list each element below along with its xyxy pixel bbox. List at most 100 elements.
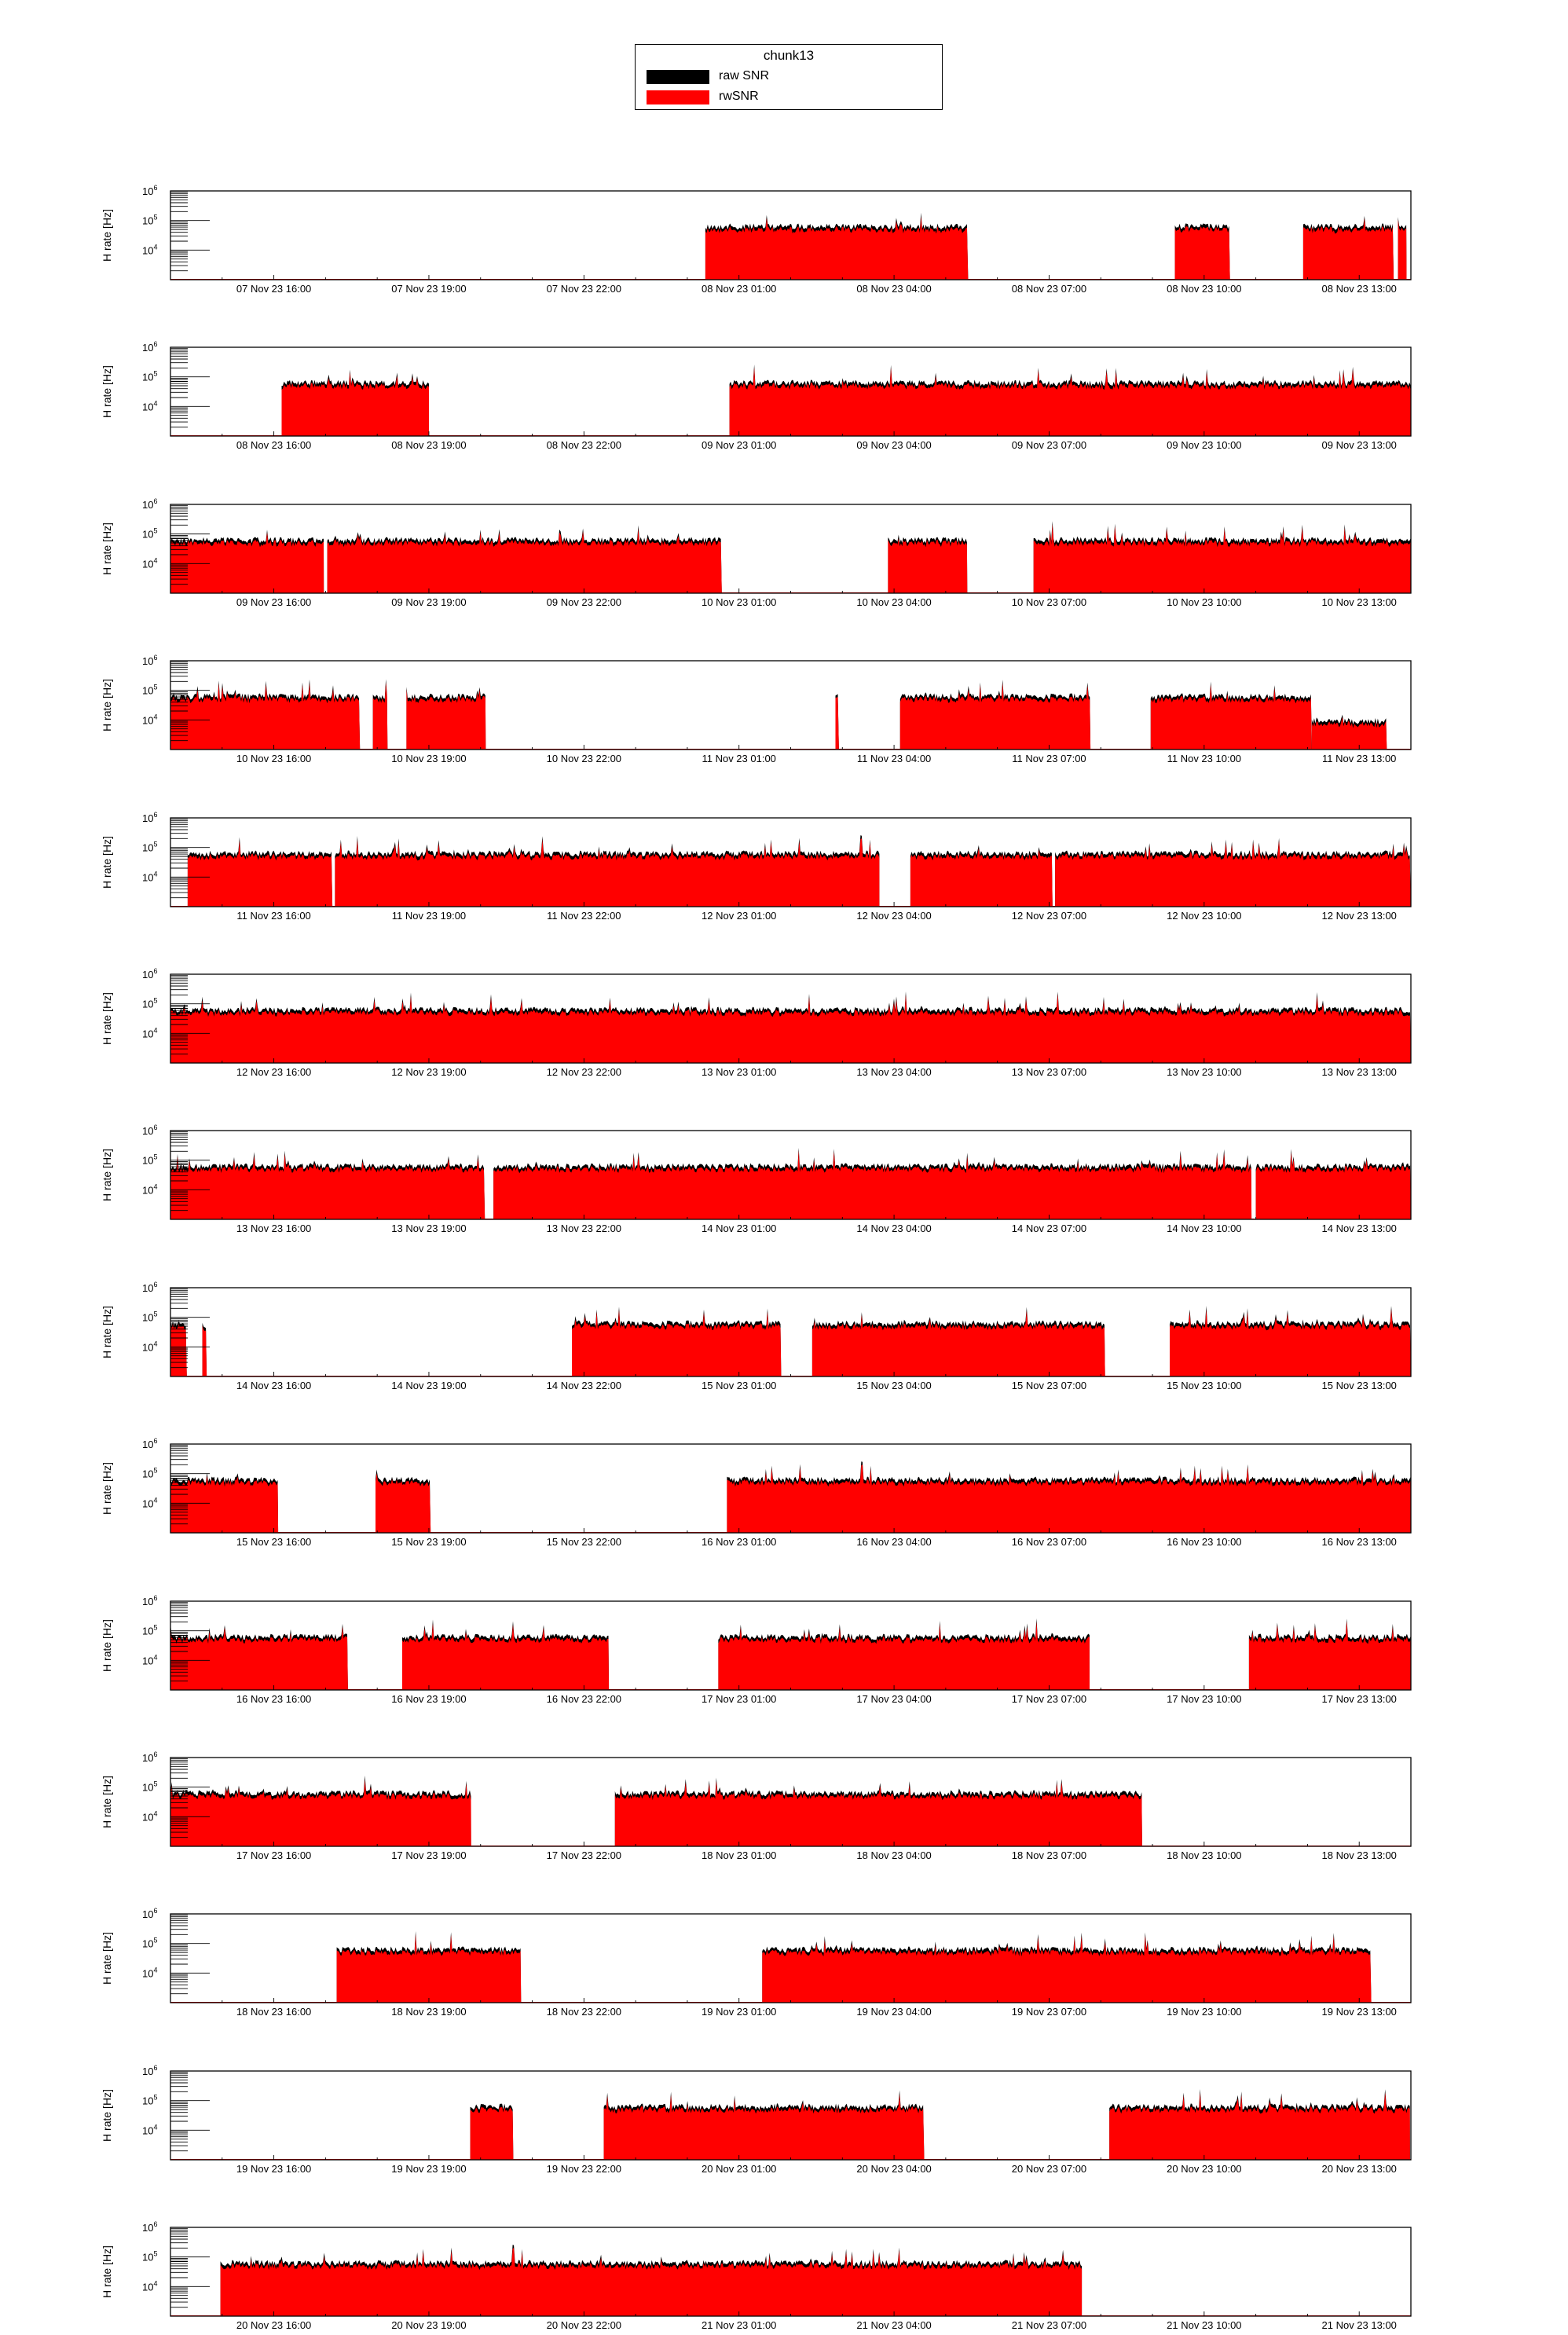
series-segment <box>327 525 722 593</box>
y-tick-label: 105 <box>142 527 157 541</box>
x-tick-label: 18 Nov 23 16:00 <box>236 2006 311 2018</box>
panel-9: 104 105 106 H rate [Hz] 15 Nov 23 16:00 15 No… <box>101 1437 1412 1548</box>
x-tick-label: 15 Nov 23 19:00 <box>391 1536 466 1548</box>
x-tick-label: 18 Nov 23 07:00 <box>1012 1849 1086 1861</box>
x-tick-label: 17 Nov 23 01:00 <box>702 1693 776 1705</box>
panel-8: 104 105 106 H rate [Hz] 14 Nov 23 16:00 14 No… <box>101 1281 1412 1391</box>
x-tick-label: 13 Nov 23 04:00 <box>856 1066 931 1078</box>
rwsnr-bars <box>762 1935 1372 2003</box>
y-axis-label: H rate [Hz] <box>101 365 113 418</box>
y-tick-label: 106 <box>142 1594 157 1607</box>
x-tick-label: 19 Nov 23 04:00 <box>856 2006 931 2018</box>
rwsnr-bars <box>372 682 388 750</box>
y-tick-label: 104 <box>142 713 157 726</box>
rwsnr-bars <box>705 216 969 280</box>
y-tick-label: 106 <box>142 1750 157 1764</box>
rwsnr-bars <box>220 2248 1083 2316</box>
series-segment <box>899 680 1091 750</box>
y-tick-label: 106 <box>142 1281 157 1294</box>
x-tick-label: 13 Nov 23 13:00 <box>1322 1066 1397 1078</box>
series-segment <box>170 679 361 750</box>
x-tick-label: 10 Nov 23 04:00 <box>856 596 931 608</box>
x-tick-label: 12 Nov 23 07:00 <box>1012 910 1086 922</box>
x-tick-label: 11 Nov 23 16:00 <box>236 910 310 922</box>
panel-14: 104 105 106 H rate [Hz] 20 Nov 23 16:00 20 No… <box>101 2220 1412 2331</box>
series-segment <box>281 369 429 436</box>
x-tick-label: 09 Nov 23 04:00 <box>856 439 931 451</box>
rwsnr-bars <box>470 2106 514 2160</box>
x-tick-label: 14 Nov 23 19:00 <box>391 1380 466 1391</box>
panel-6: 104 105 106 H rate [Hz] 12 Nov 23 16:00 12 No… <box>101 967 1412 1078</box>
y-tick-label: 104 <box>142 1496 157 1509</box>
rwsnr-bars <box>327 529 722 593</box>
series-segment <box>1109 2089 1410 2160</box>
x-tick-label: 19 Nov 23 01:00 <box>702 2006 776 2018</box>
x-tick-label: 12 Nov 23 22:00 <box>547 1066 621 1078</box>
x-tick-label: 08 Nov 23 07:00 <box>1012 283 1086 295</box>
x-tick-label: 13 Nov 23 19:00 <box>391 1222 466 1234</box>
panel-1: 104 105 106 H rate [Hz] 07 Nov 23 16:00 07 No… <box>101 184 1412 295</box>
x-tick-label: 09 Nov 23 01:00 <box>702 439 776 451</box>
y-tick-label: 106 <box>142 1437 157 1450</box>
x-tick-label: 20 Nov 23 13:00 <box>1322 2163 1397 2175</box>
x-tick-label: 16 Nov 23 10:00 <box>1167 1536 1241 1548</box>
x-tick-label: 15 Nov 23 01:00 <box>702 1380 776 1391</box>
x-tick-label: 15 Nov 23 16:00 <box>236 1536 311 1548</box>
panel-5: 104 105 106 H rate [Hz] 11 Nov 23 16:00 11 No… <box>101 811 1412 922</box>
legend-swatch-rwsnr <box>647 90 709 104</box>
panel-2: 104 105 106 H rate [Hz] 08 Nov 23 16:00 08 No… <box>101 340 1412 451</box>
y-tick-label: 105 <box>142 370 157 383</box>
x-tick-label: 19 Nov 23 16:00 <box>236 2163 311 2175</box>
x-tick-label: 19 Nov 23 19:00 <box>391 2163 466 2175</box>
y-tick-label: 106 <box>142 497 157 511</box>
series-segment <box>705 212 969 280</box>
x-tick-label: 08 Nov 23 01:00 <box>702 283 776 295</box>
rwsnr-bars <box>187 841 333 907</box>
x-tick-label: 15 Nov 23 04:00 <box>856 1380 931 1391</box>
y-axis-label: H rate [Hz] <box>101 1306 113 1358</box>
x-tick-label: 15 Nov 23 07:00 <box>1012 1380 1086 1391</box>
x-tick-label: 10 Nov 23 22:00 <box>547 753 621 764</box>
x-tick-label: 14 Nov 23 10:00 <box>1167 1222 1241 1234</box>
legend-swatch-raw-snr <box>647 70 709 84</box>
y-axis-label: H rate [Hz] <box>101 992 113 1045</box>
series-segment <box>1170 1306 1411 1376</box>
y-axis-label: H rate [Hz] <box>101 1932 113 1985</box>
y-axis-label: H rate [Hz] <box>101 522 113 575</box>
y-tick-label: 104 <box>142 243 157 256</box>
legend-title: chunk13 <box>763 48 815 63</box>
x-tick-label: 11 Nov 23 13:00 <box>1322 753 1396 764</box>
rwsnr-bars <box>1311 717 1387 750</box>
x-tick-label: 13 Nov 23 22:00 <box>547 1222 621 1234</box>
rwsnr-bars <box>170 1153 485 1219</box>
series-segment <box>1150 681 1312 750</box>
rwsnr-bars <box>910 848 1053 907</box>
series-segment <box>220 2245 1083 2316</box>
x-tick-label: 17 Nov 23 19:00 <box>391 1849 466 1861</box>
rwsnr-bars <box>603 2094 925 2160</box>
x-tick-label: 20 Nov 23 22:00 <box>547 2319 621 2331</box>
x-tick-label: 18 Nov 23 10:00 <box>1167 1849 1241 1861</box>
x-tick-label: 12 Nov 23 10:00 <box>1167 910 1241 922</box>
x-tick-label: 17 Nov 23 16:00 <box>236 1849 311 1861</box>
x-tick-label: 10 Nov 23 16:00 <box>236 753 311 764</box>
y-tick-label: 106 <box>142 654 157 667</box>
x-tick-label: 11 Nov 23 07:00 <box>1012 753 1086 764</box>
x-tick-label: 18 Nov 23 22:00 <box>547 2006 621 2018</box>
x-tick-label: 08 Nov 23 13:00 <box>1322 283 1397 295</box>
x-tick-label: 19 Nov 23 13:00 <box>1322 2006 1397 2018</box>
y-axis-label: H rate [Hz] <box>101 679 113 731</box>
rwsnr-bars <box>572 1310 782 1376</box>
x-tick-label: 19 Nov 23 07:00 <box>1012 2006 1086 2018</box>
y-tick-label: 104 <box>142 870 157 883</box>
x-tick-label: 18 Nov 23 13:00 <box>1322 1849 1397 1861</box>
series-segment <box>1302 215 1394 280</box>
x-tick-label: 09 Nov 23 16:00 <box>236 596 311 608</box>
rwsnr-bars <box>727 1464 1411 1533</box>
y-tick-label: 104 <box>142 1340 157 1353</box>
x-tick-label: 09 Nov 23 10:00 <box>1167 439 1241 451</box>
rwsnr-bars <box>376 1473 431 1533</box>
x-tick-label: 17 Nov 23 10:00 <box>1167 1693 1241 1705</box>
panel-11: 104 105 106 H rate [Hz] 17 Nov 23 16:00 17 No… <box>101 1750 1412 1861</box>
